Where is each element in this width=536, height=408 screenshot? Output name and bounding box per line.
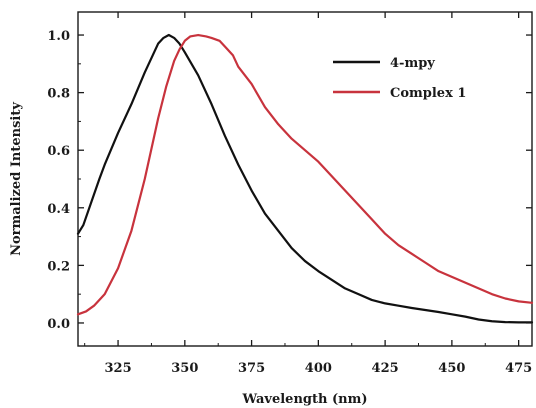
x-tick-label: 400 (305, 361, 332, 376)
series-line-mpy (76, 33, 534, 324)
x-tick-label: 325 (104, 361, 131, 376)
y-tick-label: 0.2 (47, 259, 70, 274)
x-axis-title: Wavelength (nm) (242, 392, 368, 407)
x-tick-label: 450 (438, 361, 465, 376)
y-tick-label: 0.6 (47, 144, 70, 159)
legend-label: 4-mpy (390, 56, 435, 71)
y-tick-label: 0.8 (47, 87, 70, 102)
x-tick-label: 375 (238, 361, 265, 376)
x-tick-label: 425 (372, 361, 399, 376)
y-tick-label: 0.0 (47, 317, 70, 332)
plot-area-frame (77, 11, 533, 347)
series-layer (76, 33, 534, 324)
legend-label: Complex 1 (390, 86, 466, 101)
y-tick-label: 0.4 (47, 202, 70, 217)
x-tick-label: 350 (171, 361, 198, 376)
legend: 4-mpy Complex 1 (333, 56, 466, 101)
ticks-layer: 325 350 375 400 425 450 475 0.0 0.2 0.4 0.6 0.8 1.0 (47, 12, 532, 376)
series-line-complex (76, 33, 534, 316)
y-axis-title: Normalized Intensity (9, 102, 24, 256)
x-tick-label: 475 (505, 361, 532, 376)
y-tick-label: 1.0 (47, 29, 70, 44)
